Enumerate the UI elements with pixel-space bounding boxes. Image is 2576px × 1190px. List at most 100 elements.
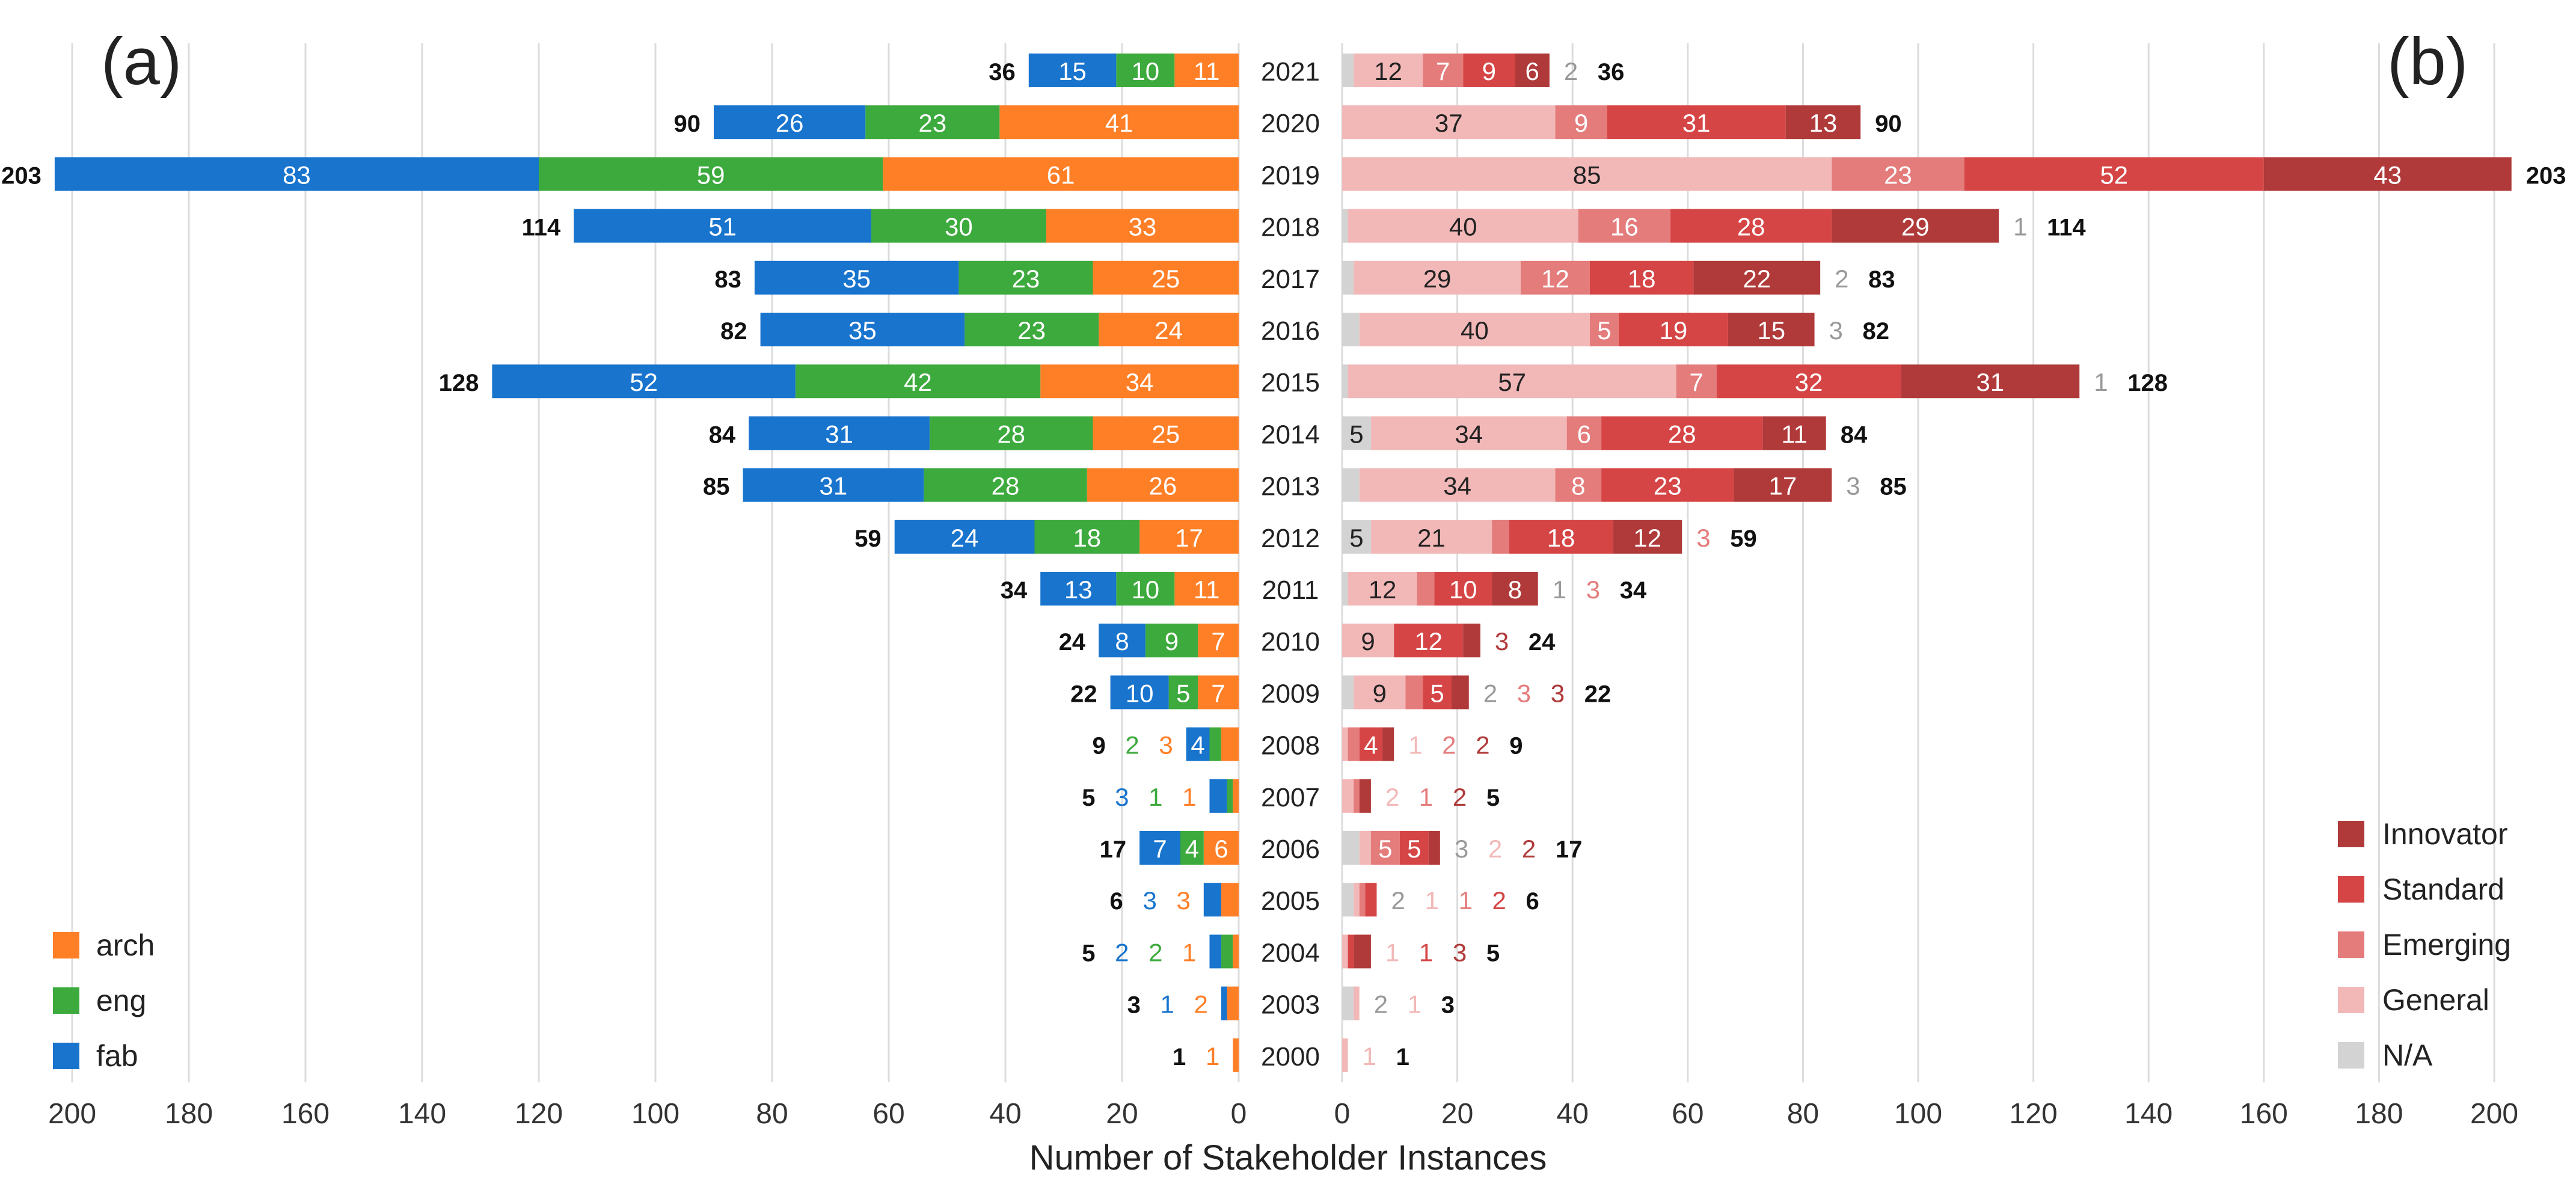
total-label-b-2012: 59 [1730,526,1757,552]
bar-label-b-2013-General: 34 [1443,472,1471,500]
bar-b-2008-Standard [1359,727,1383,761]
legend-swatch-eng [53,987,79,1014]
bar-b-2014-N/A [1342,416,1371,450]
legend-swatch-Emerging [2338,931,2364,958]
bar-label-a-2008-fab: 4 [1191,731,1204,759]
tick-label-b-80: 80 [1787,1098,1819,1130]
small-label-a-2005-arch: 3 [1176,886,1190,915]
bar-b-2013-Standard [1601,468,1734,502]
bar-label-b-2014-Emerging: 6 [1577,420,1591,448]
small-label-a-2008-arch: 3 [1159,731,1173,759]
bar-label-b-2006-Standard: 5 [1407,835,1421,863]
bar-a-2004-eng [1221,934,1233,969]
bar-b-2004-Standard [1348,934,1354,969]
total-label-a-2006: 17 [1100,836,1127,863]
small-label-a-2004-fab: 2 [1115,938,1129,966]
total-label-a-2012: 59 [854,526,882,552]
small-label-b-2005-Emerging: 1 [1458,886,1472,915]
bar-b-2009-General [1354,675,1406,710]
bar-b-2011-N/A [1342,572,1348,606]
bar-b-2007-Innovator [1359,779,1371,813]
bar-a-2007-eng [1227,779,1233,813]
bar-a-2008-fab [1186,727,1210,761]
total-label-b-2000: 1 [1396,1044,1409,1070]
bar-label-a-2016-fab: 35 [848,316,877,345]
bar-b-2006-General [1359,831,1371,865]
bar-b-2014-Standard [1601,416,1763,450]
bar-b-2016-Emerging [1589,313,1619,346]
bar-label-b-2014-Standard: 28 [1668,420,1696,448]
bar-a-2013-eng [924,468,1087,502]
bar-label-b-2008-Standard: 4 [1364,731,1378,759]
total-label-b-2014: 84 [1841,422,1868,448]
bar-a-2019-eng [539,157,883,191]
total-label-a-2011: 34 [1001,577,1028,604]
small-label-b-2004-Innovator: 3 [1453,938,1467,966]
bar-a-2019-fab [54,157,539,191]
bar-label-a-2006-fab: 7 [1153,835,1167,863]
bar-a-2006-fab [1139,831,1180,865]
bar-a-2014-fab [749,416,930,450]
bar-label-b-2015-General: 57 [1498,368,1526,396]
bar-label-a-2010-fab: 8 [1115,627,1129,655]
bar-b-2017-N/A [1342,260,1354,295]
bar-label-b-2016-Emerging: 5 [1597,316,1611,345]
bar-a-2010-fab [1099,624,1145,658]
bar-label-b-2020-Innovator: 13 [1809,109,1838,137]
bar-label-b-2010-Standard: 12 [1414,627,1443,655]
bar-a-2015-fab [492,364,796,399]
tick-label-a-0: 0 [1231,1098,1247,1130]
tick-label-b-160: 160 [2240,1098,2288,1130]
bar-a-2008-eng [1209,727,1221,761]
year-label-2019: 2019 [1261,161,1320,190]
bar-label-b-2019-Emerging: 23 [1884,161,1912,189]
bar-label-b-2019-Standard: 52 [2100,161,2128,189]
small-label-b-2007-Innovator: 2 [1453,783,1467,811]
small-label-a-2003-fab: 1 [1161,990,1174,1019]
year-label-2004: 2004 [1261,938,1320,968]
bar-a-2020-eng [865,105,1000,140]
bar-a-2012-fab [894,520,1035,554]
bar-label-b-2021-Innovator: 6 [1525,57,1539,85]
bar-b-2019-General [1342,157,1832,191]
bar-label-a-2012-arch: 17 [1175,524,1203,552]
bar-label-b-2018-General: 40 [1449,213,1477,241]
bar-label-b-2006-Emerging: 5 [1378,835,1392,863]
year-label-2014: 2014 [1261,420,1320,449]
bar-b-2016-General [1359,313,1590,346]
total-label-b-2017: 83 [1868,266,1895,293]
tick-label-b-0: 0 [1334,1098,1351,1130]
bar-label-a-2020-arch: 41 [1105,109,1133,137]
bar-a-2010-eng [1145,624,1198,658]
total-label-a-2019: 203 [1,162,41,189]
panel-label-a: (a) [101,25,182,99]
total-label-a-2016: 82 [720,318,747,345]
small-label-b-2015-N/A: 1 [2094,368,2108,396]
bar-label-b-2012-N/A: 5 [1349,524,1363,552]
bar-label-a-2021-arch: 11 [1194,57,1220,85]
bar-label-a-2018-arch: 33 [1129,213,1157,241]
bar-label-b-2010-General: 9 [1361,627,1375,655]
x-axis-label: Number of Stakeholder Instances [1029,1138,1547,1177]
total-label-b-2004: 5 [1486,940,1500,966]
bar-b-2012-Standard [1509,520,1613,554]
small-label-a-2004-arch: 1 [1182,938,1196,966]
bar-b-2020-Standard [1607,105,1786,140]
bar-b-2012-Emerging [1492,520,1509,554]
bar-label-b-2015-Standard: 32 [1795,368,1823,396]
bar-label-b-2015-Emerging: 7 [1689,368,1703,396]
bar-label-b-2012-Standard: 18 [1547,524,1575,552]
small-label-b-2003-N/A: 2 [1374,990,1388,1019]
bar-b-2009-Innovator [1452,675,1469,710]
year-label-2003: 2003 [1261,990,1320,1020]
bar-label-b-2017-Innovator: 22 [1743,265,1771,293]
bar-b-2010-Innovator [1463,624,1480,658]
bar-b-2000-General [1342,1038,1348,1072]
small-label-b-2021-N/A: 2 [1564,57,1578,85]
bar-label-b-2011-Innovator: 8 [1508,575,1522,604]
total-label-b-2011: 34 [1620,577,1647,604]
bar-a-2006-arch [1203,831,1239,865]
bar-b-2008-Emerging [1348,727,1360,761]
